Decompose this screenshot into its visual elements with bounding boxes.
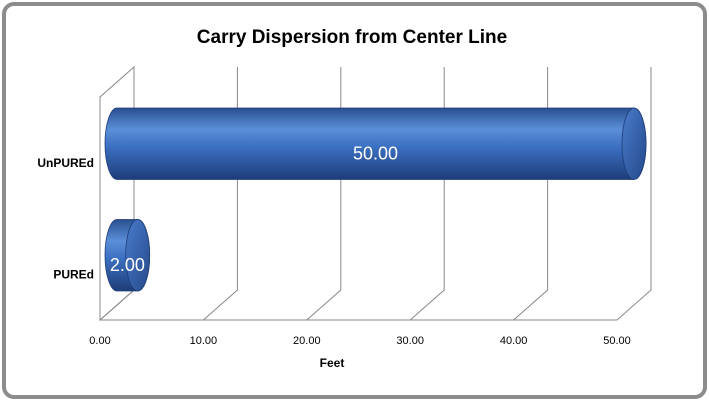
x-axis-label: Feet <box>320 356 345 370</box>
bar <box>104 107 647 180</box>
x-tick-label: 50.00 <box>603 335 631 347</box>
y-tick-label: PUREd <box>53 267 94 281</box>
x-tick-label: 20.00 <box>293 335 321 347</box>
bar <box>104 219 151 292</box>
x-tick-label: 0.00 <box>89 335 110 347</box>
x-tick-label: 40.00 <box>500 335 528 347</box>
value-label: 50.00 <box>353 144 398 164</box>
value-label: 2.00 <box>110 255 145 275</box>
bars <box>104 107 647 292</box>
grid-line <box>616 67 652 321</box>
x-tick-label: 30.00 <box>396 335 424 347</box>
bar-cap <box>621 107 647 180</box>
chart-title: Carry Dispersion from Center Line <box>197 27 507 48</box>
y-tick-label: UnPUREd <box>37 156 94 170</box>
x-tick-label: 10.00 <box>190 335 218 347</box>
bar-cap <box>125 219 151 292</box>
